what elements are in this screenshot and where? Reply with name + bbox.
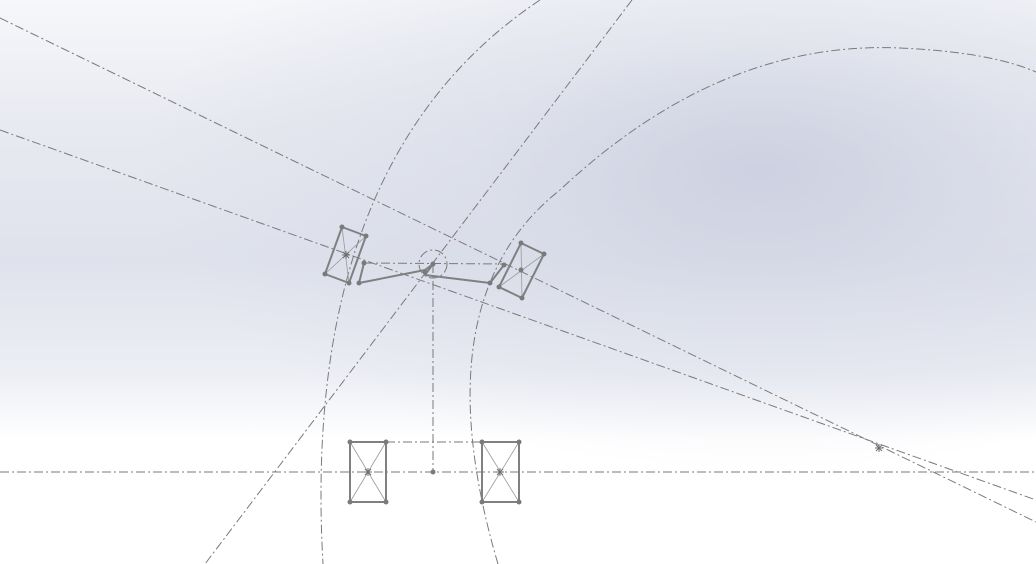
wheel-front-right[interactable]	[496, 240, 547, 301]
wheel-rear-right[interactable]	[479, 439, 522, 505]
asterisk-marker-icon	[496, 468, 504, 476]
construction-line-upper-diagonal[interactable]	[0, 17, 1036, 523]
wheel-rear-left[interactable]	[347, 439, 389, 505]
construction-arc-left[interactable]	[320, 0, 541, 564]
asterisk-marker-icon[interactable]	[875, 444, 883, 452]
construction-line-lower-diagonal[interactable]	[0, 129, 1036, 501]
steering-linkage[interactable]	[356, 260, 507, 286]
asterisk-marker-icon	[364, 468, 372, 476]
wheel-front-left[interactable]	[322, 224, 369, 286]
asterisk-marker-icon	[342, 251, 350, 259]
construction-arc-right[interactable]	[469, 47, 1036, 564]
construction-circle-pivot[interactable]	[418, 249, 448, 279]
sketch-point-icon[interactable]	[430, 469, 436, 475]
construction-line-steep-diagonal[interactable]	[204, 0, 633, 564]
